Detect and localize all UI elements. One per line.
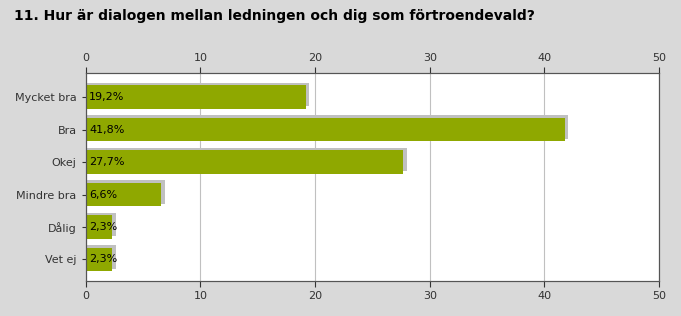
- Text: 2,3%: 2,3%: [89, 254, 117, 264]
- Bar: [86, 215, 112, 239]
- Text: 6,6%: 6,6%: [89, 190, 117, 199]
- Bar: [86, 248, 112, 271]
- Bar: [86, 118, 565, 141]
- Bar: [87, 213, 116, 236]
- Bar: [87, 148, 407, 171]
- Text: 19,2%: 19,2%: [89, 92, 125, 102]
- Bar: [86, 85, 306, 109]
- Bar: [87, 83, 309, 106]
- Text: 27,7%: 27,7%: [89, 157, 125, 167]
- Bar: [87, 180, 165, 204]
- Bar: [87, 245, 116, 269]
- Text: 11. Hur är dialogen mellan ledningen och dig som förtroendevald?: 11. Hur är dialogen mellan ledningen och…: [14, 9, 535, 23]
- Bar: [86, 150, 403, 174]
- Bar: [87, 115, 569, 139]
- Bar: [86, 183, 161, 206]
- Text: 41,8%: 41,8%: [89, 125, 125, 135]
- Text: 2,3%: 2,3%: [89, 222, 117, 232]
